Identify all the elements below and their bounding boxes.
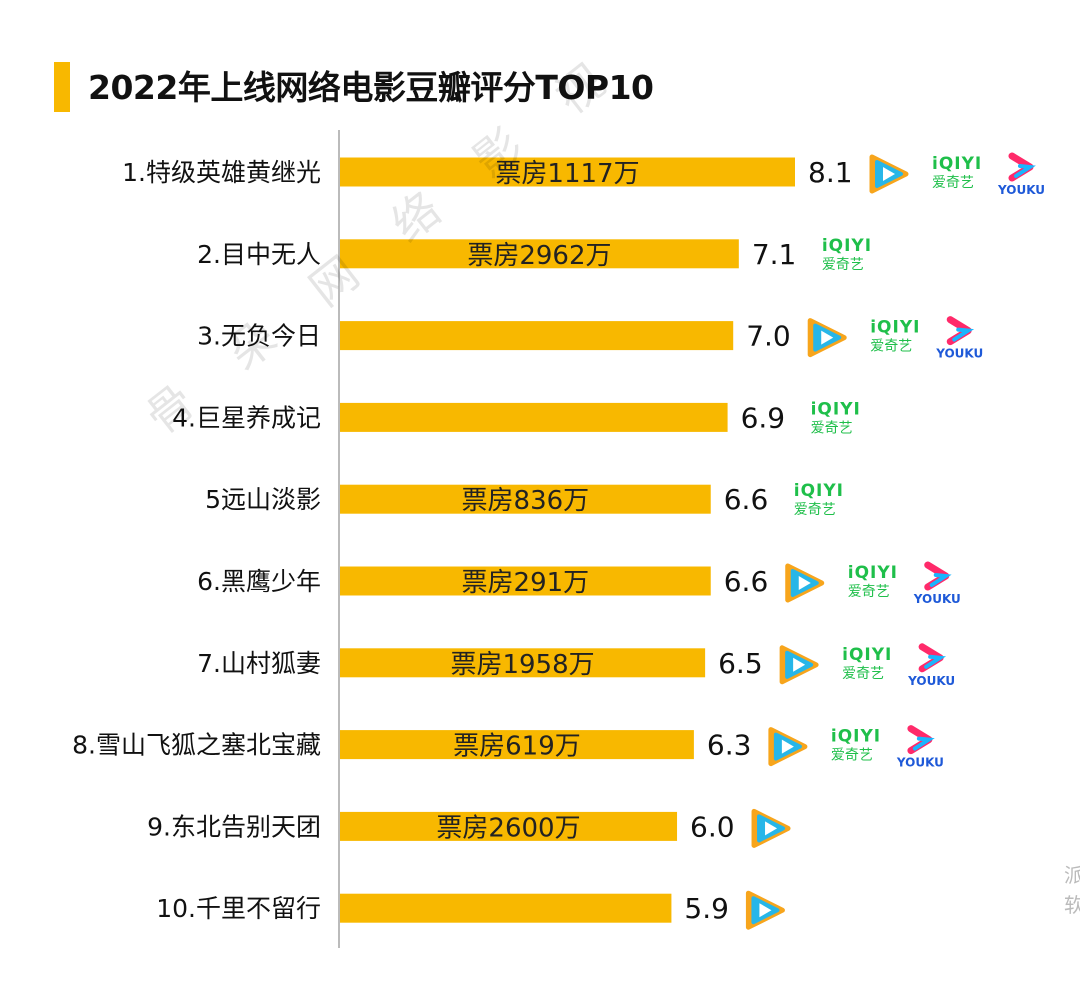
iqiyi-logo-subtext: 爱奇艺 [870,338,912,355]
bar [340,239,739,269]
bar [340,402,728,432]
iqiyi-logo-text: iQIYI [822,236,872,256]
score-label: 6.3 [707,729,752,762]
bar [340,157,795,187]
category-label: 5远山淡影 [205,485,321,514]
score-label: 6.0 [690,810,735,843]
youku-logo-text: YOUKU [907,674,955,688]
category-label: 4.巨星养成记 [172,403,321,432]
youku-logo-text: YOUKU [935,347,983,361]
category-label: 9.东北告别天团 [147,812,321,841]
category-label: 2.目中无人 [197,240,321,269]
category-label: 3.无负今日 [197,322,321,351]
iqiyi-logo-subtext: 爱奇艺 [932,174,974,191]
iqiyi-logo-text: iQIYI [794,481,844,501]
tencent-video-icon [745,890,785,930]
category-label: 8.雪山飞狐之塞北宝藏 [72,731,321,760]
score-label: 8.1 [808,156,853,189]
box-office-label: 票房619万 [453,732,581,762]
bar [340,893,672,923]
iqiyi-logo-subtext: 爱奇艺 [831,747,873,764]
edge-watermark: 派软 [1064,863,1080,917]
youku-logo: YOUKU [907,643,955,688]
iqiyi-logo-text: iQIYI [842,645,892,665]
chart-title: 2022年上线网络电影豆瓣评分TOP10 [88,68,654,107]
iqiyi-logo-text: iQIYI [848,563,898,583]
tencent-video-icon [768,727,808,767]
tencent-video-icon [785,563,825,603]
score-label: 5.9 [684,892,729,925]
bar [340,811,678,841]
tencent-video-icon [751,808,791,848]
bar [340,321,734,351]
score-label: 7.0 [746,320,791,353]
youku-logo-text: YOUKU [896,756,944,770]
iqiyi-logo-text: iQIYI [932,154,982,174]
iqiyi-logo-subtext: 爱奇艺 [811,419,853,436]
iqiyi-logo-subtext: 爱奇艺 [822,256,864,273]
box-office-label: 票房1958万 [450,650,594,680]
category-label: 10.千里不留行 [156,894,321,923]
bar [340,566,711,596]
iqiyi-logo-subtext: 爱奇艺 [842,665,884,682]
youku-logo-text: YOUKU [913,592,961,606]
bar [340,484,711,514]
score-label: 6.6 [724,565,769,598]
youku-logo: YOUKU [935,316,983,361]
score-label: 7.1 [752,238,797,271]
youku-logo: YOUKU [913,561,961,606]
iqiyi-logo-subtext: 爱奇艺 [848,583,890,600]
bar [340,730,694,760]
box-office-label: 票房836万 [462,486,590,516]
iqiyi-logo-text: iQIYI [870,318,920,338]
youku-logo: YOUKU [896,725,944,770]
youku-logo: YOUKU [997,152,1045,197]
box-office-label: 票房1117万 [495,159,639,189]
iqiyi-logo-text: iQIYI [831,727,881,747]
title-accent-bar [54,62,70,112]
tencent-video-icon [779,645,819,685]
tencent-video-icon [807,318,847,358]
category-label: 1.特级英雄黄继光 [122,158,321,187]
box-office-label: 票房2600万 [436,813,580,843]
box-office-label: 票房2962万 [467,241,611,271]
box-office-label: 票房291万 [462,568,590,598]
score-label: 6.9 [741,401,786,434]
iqiyi-logo-text: iQIYI [811,399,861,419]
tencent-video-icon [869,154,909,194]
iqiyi-logo-subtext: 爱奇艺 [794,501,836,518]
category-label: 6.黑鹰少年 [197,567,321,596]
bar [340,648,706,678]
category-label: 7.山村狐妻 [197,649,321,678]
score-label: 6.6 [724,483,769,516]
score-label: 6.5 [718,647,763,680]
youku-logo-text: YOUKU [997,183,1045,197]
